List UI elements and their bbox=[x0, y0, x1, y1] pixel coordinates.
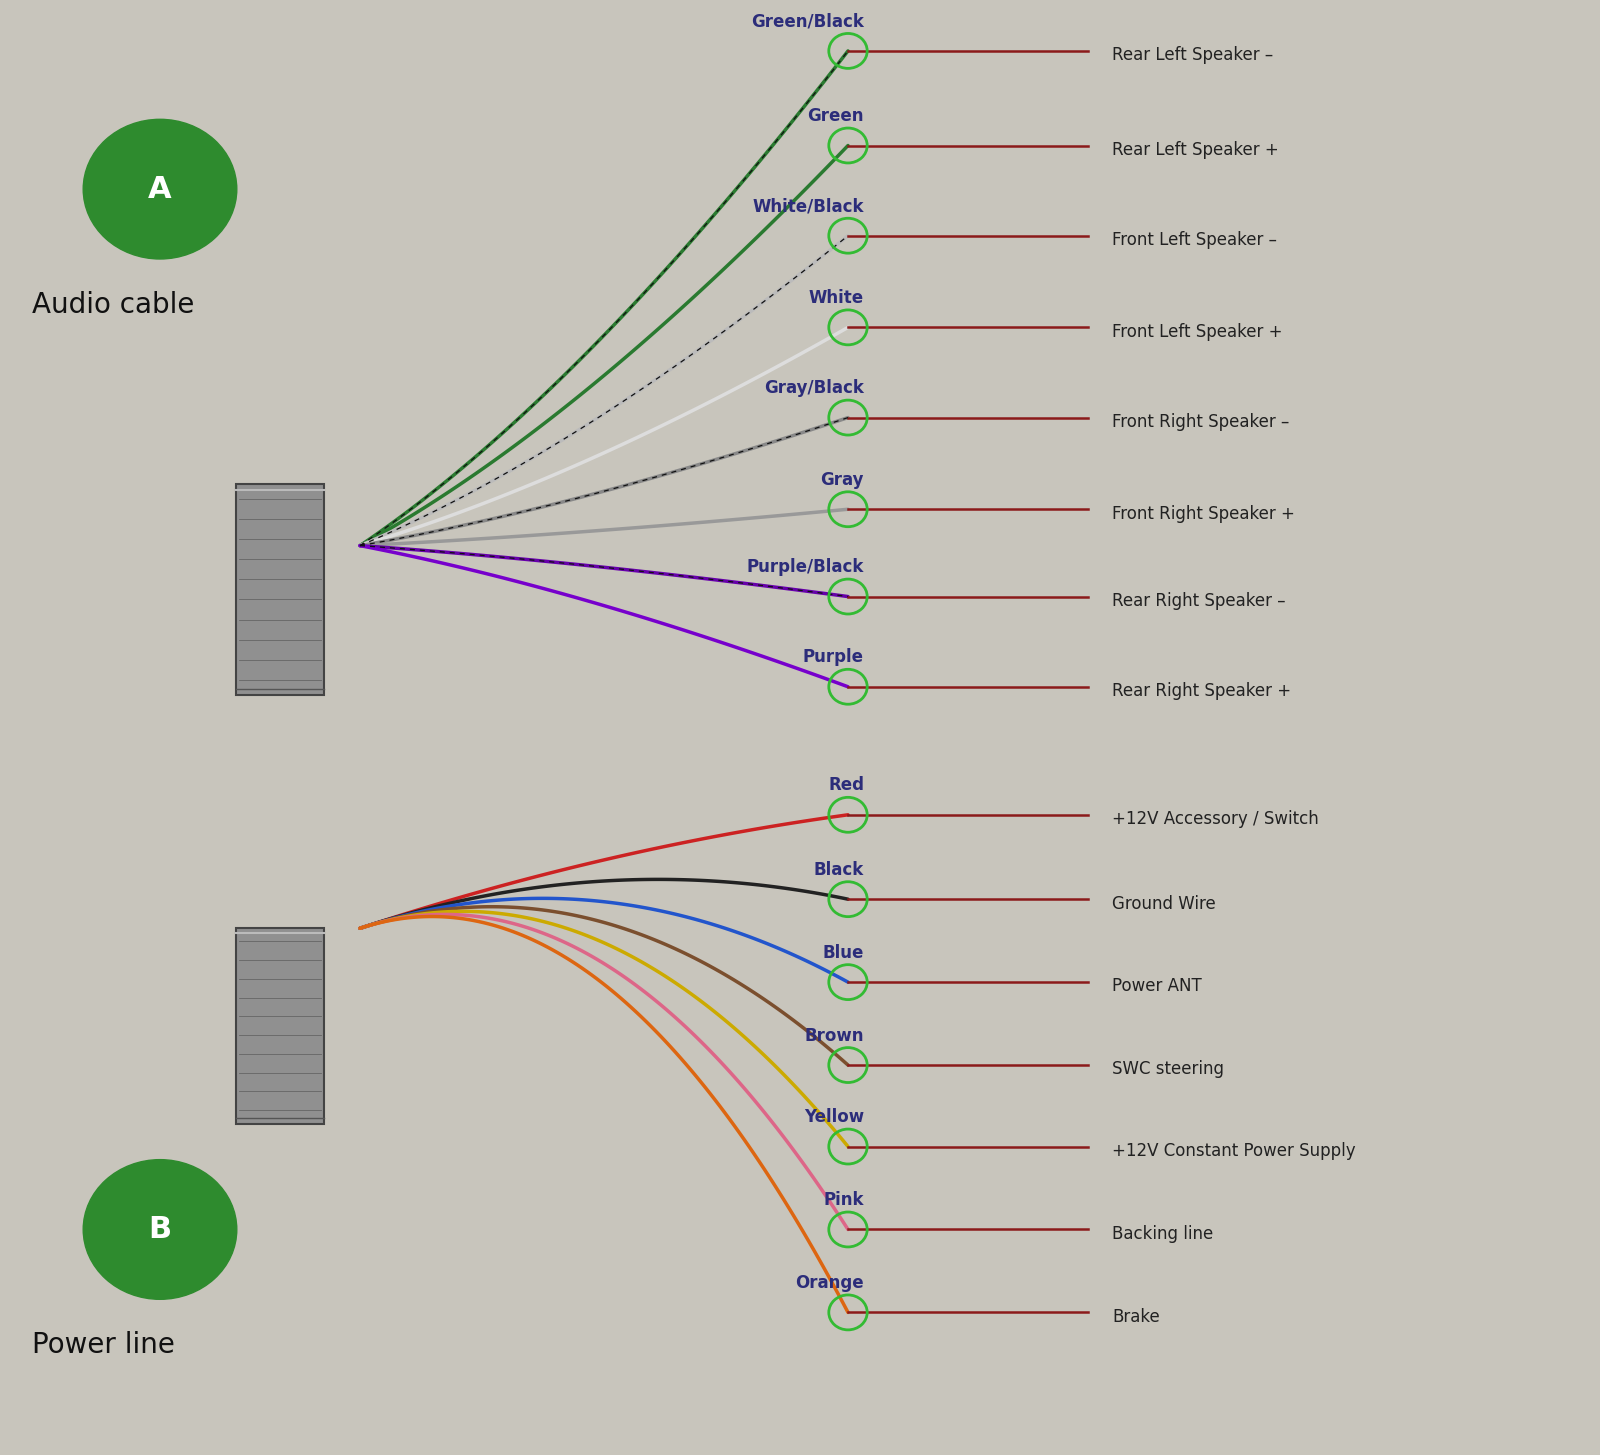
Text: Yellow: Yellow bbox=[803, 1109, 864, 1126]
Text: Brown: Brown bbox=[805, 1027, 864, 1045]
Text: Red: Red bbox=[829, 777, 864, 794]
Text: Front Right Speaker +: Front Right Speaker + bbox=[1112, 505, 1294, 522]
Text: Purple: Purple bbox=[803, 649, 864, 666]
Text: Rear Left Speaker –: Rear Left Speaker – bbox=[1112, 47, 1274, 64]
Text: Rear Right Speaker –: Rear Right Speaker – bbox=[1112, 592, 1286, 610]
Text: Ground Wire: Ground Wire bbox=[1112, 895, 1216, 912]
FancyBboxPatch shape bbox=[237, 483, 323, 695]
Text: Orange: Orange bbox=[795, 1275, 864, 1292]
Text: White: White bbox=[810, 290, 864, 307]
Text: Blue: Blue bbox=[822, 944, 864, 962]
Text: Rear Right Speaker +: Rear Right Speaker + bbox=[1112, 682, 1291, 700]
Text: Front Left Speaker +: Front Left Speaker + bbox=[1112, 323, 1283, 340]
Text: Gray: Gray bbox=[821, 471, 864, 489]
Text: Brake: Brake bbox=[1112, 1308, 1160, 1326]
Circle shape bbox=[83, 1160, 237, 1299]
Text: Front Right Speaker –: Front Right Speaker – bbox=[1112, 413, 1290, 431]
Circle shape bbox=[83, 119, 237, 259]
Text: SWC steering: SWC steering bbox=[1112, 1061, 1224, 1078]
Text: Power ANT: Power ANT bbox=[1112, 978, 1202, 995]
Text: Gray/Black: Gray/Black bbox=[765, 380, 864, 397]
Text: Green: Green bbox=[808, 108, 864, 125]
Text: White/Black: White/Black bbox=[752, 198, 864, 215]
Text: +12V Constant Power Supply: +12V Constant Power Supply bbox=[1112, 1142, 1355, 1160]
Text: Pink: Pink bbox=[824, 1192, 864, 1209]
Text: Audio cable: Audio cable bbox=[32, 291, 194, 319]
Text: +12V Accessory / Switch: +12V Accessory / Switch bbox=[1112, 810, 1318, 828]
Text: Green/Black: Green/Black bbox=[750, 13, 864, 31]
Text: Black: Black bbox=[814, 861, 864, 879]
Text: Power line: Power line bbox=[32, 1331, 174, 1359]
Text: Rear Left Speaker +: Rear Left Speaker + bbox=[1112, 141, 1278, 159]
Text: B: B bbox=[149, 1215, 171, 1244]
Text: Backing line: Backing line bbox=[1112, 1225, 1213, 1243]
FancyBboxPatch shape bbox=[237, 928, 323, 1123]
Text: Purple/Black: Purple/Black bbox=[747, 559, 864, 576]
Text: Front Left Speaker –: Front Left Speaker – bbox=[1112, 231, 1277, 249]
Text: A: A bbox=[149, 175, 171, 204]
